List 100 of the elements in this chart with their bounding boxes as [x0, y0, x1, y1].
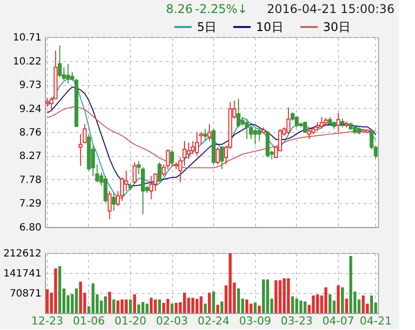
candlestick	[216, 146, 220, 165]
x-tick-label: 01-06	[72, 314, 105, 328]
candlestick	[149, 175, 154, 200]
x-tick-label: 04-07	[322, 314, 354, 328]
bar	[258, 306, 261, 313]
legend-label: 10日	[256, 20, 284, 34]
bar	[250, 304, 252, 313]
y-tick-label: 8.27	[19, 151, 42, 162]
candlestick	[194, 132, 199, 156]
bar	[220, 301, 224, 313]
bar	[141, 302, 144, 313]
x-tick-label: 03-09	[239, 314, 272, 328]
candlestick	[186, 142, 191, 160]
bar	[299, 300, 302, 313]
bar	[304, 301, 306, 313]
bar	[146, 304, 149, 313]
candlestick	[207, 123, 212, 142]
candlestick	[244, 118, 249, 140]
bar	[212, 292, 216, 313]
x-tick-label: 01-20	[114, 314, 146, 328]
candlestick	[307, 128, 312, 140]
text: 2016-04-21 15:00:36	[267, 2, 394, 16]
bar	[133, 294, 136, 313]
x-tick-label: 12-23	[31, 314, 64, 328]
bar	[286, 278, 290, 313]
candlestick	[58, 44, 62, 78]
bar	[79, 282, 82, 313]
bar	[278, 280, 282, 313]
bar	[128, 299, 132, 313]
bar	[245, 299, 248, 313]
text: -2.25%↓	[195, 2, 248, 16]
candlestick	[162, 164, 166, 176]
candlestick	[320, 116, 324, 130]
bar	[174, 302, 178, 313]
candlestick	[294, 116, 299, 128]
bar	[341, 287, 344, 313]
bar	[120, 299, 124, 313]
x-tick-label: 02-03	[156, 314, 188, 328]
x-tick-label: 04-21	[360, 314, 392, 328]
bar	[112, 299, 116, 313]
bar	[200, 296, 203, 313]
bar	[336, 285, 340, 313]
candlestick	[66, 63, 70, 84]
bar	[92, 283, 94, 313]
legend-label: 30日	[323, 20, 350, 34]
candlestick	[220, 145, 224, 170]
x-tick-label: 02-24	[198, 314, 230, 328]
y-tick-label: 7.29	[19, 198, 42, 210]
bar	[312, 296, 315, 313]
y-tick-label: 9.73	[19, 80, 42, 92]
candlestick	[104, 175, 108, 204]
candlestick	[257, 126, 262, 142]
x-tick-label: 03-23	[280, 314, 313, 328]
bar	[183, 292, 186, 313]
bar	[291, 296, 294, 313]
bar	[328, 294, 332, 313]
candlestick	[170, 149, 174, 166]
bar	[74, 288, 78, 313]
bar	[208, 292, 211, 313]
legend-label: 5日	[197, 20, 217, 34]
candlestick	[253, 128, 258, 145]
y-tick-label: 212612	[3, 248, 42, 260]
text: 8.26	[166, 2, 193, 16]
bar	[266, 279, 270, 313]
bar	[154, 299, 157, 313]
bar	[254, 302, 257, 313]
candlestick	[266, 130, 270, 158]
bar	[104, 296, 107, 313]
bar	[116, 300, 120, 313]
y-tick-label: 70871	[10, 288, 42, 300]
y-tick-label: 9.24	[19, 104, 42, 115]
bar	[262, 279, 265, 313]
bar	[370, 296, 374, 313]
bar	[316, 294, 319, 313]
candlestick	[303, 121, 307, 133]
y-tick-label: 10.71	[12, 32, 42, 44]
bar	[195, 298, 198, 313]
bar	[54, 268, 58, 313]
candlestick	[108, 190, 112, 220]
bar	[274, 280, 278, 313]
candlestick	[158, 162, 162, 183]
candlestick	[153, 174, 158, 192]
bar	[162, 302, 166, 313]
y-tick-label: 6.80	[19, 222, 42, 234]
bar	[108, 292, 112, 313]
candlestick	[166, 148, 170, 170]
y-tick-label: 10.22	[12, 56, 42, 68]
bar	[158, 299, 161, 313]
bar	[170, 304, 174, 313]
candlestick	[236, 98, 240, 128]
bar	[345, 298, 348, 313]
bar	[166, 298, 170, 313]
bar	[324, 287, 328, 313]
candlestick	[286, 106, 290, 135]
y-tick-label: 141741	[3, 268, 42, 280]
candlestick	[112, 192, 116, 212]
candlestick	[140, 166, 145, 215]
bar	[237, 288, 240, 313]
y-tick-label: 8.76	[19, 127, 42, 138]
candlestick	[132, 162, 137, 185]
